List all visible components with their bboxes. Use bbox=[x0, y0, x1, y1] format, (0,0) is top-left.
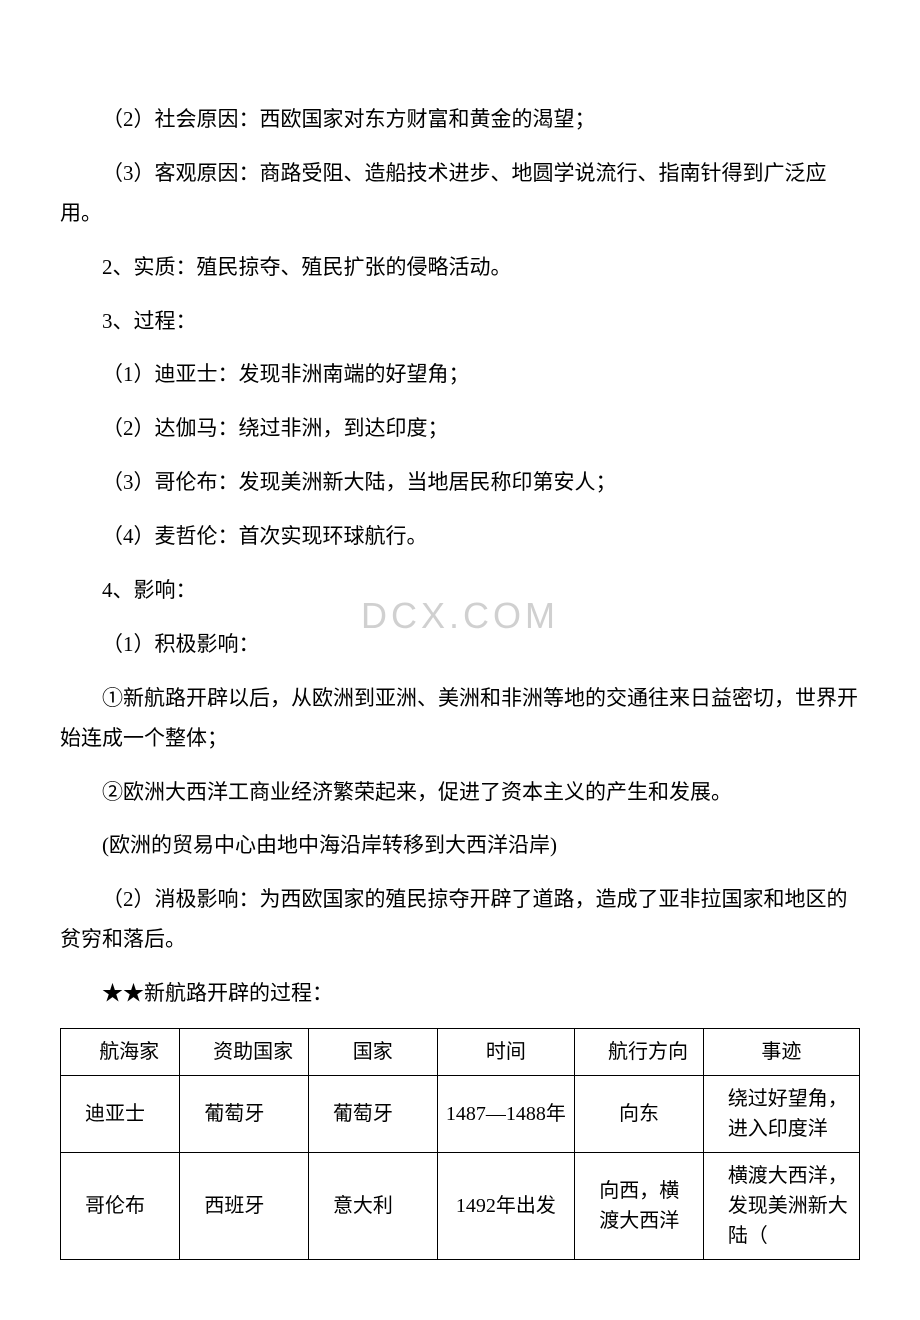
paragraph: （4）麦哲伦：首次实现环球航行。 bbox=[60, 517, 860, 557]
paragraph: （3）哥伦布：发现美洲新大陆，当地居民称印第安人； bbox=[60, 463, 860, 503]
paragraph: （1）迪亚士：发现非洲南端的好望角； bbox=[60, 355, 860, 395]
table-header-cell: 时间 bbox=[437, 1029, 575, 1076]
table-cell: 绕过好望角，进入印度洋 bbox=[703, 1076, 859, 1153]
table-cell: 西班牙 bbox=[180, 1153, 309, 1260]
table-header-cell: 国家 bbox=[308, 1029, 437, 1076]
paragraph: 3、过程： bbox=[60, 302, 860, 342]
voyage-table: 航海家 资助国家 国家 时间 航行方向 事迹 迪亚士 葡萄牙 葡萄牙 1487—… bbox=[60, 1028, 860, 1260]
table-row: 哥伦布 西班牙 意大利 1492年出发 向西，横渡大西洋 横渡大西洋，发现美洲新… bbox=[61, 1153, 860, 1260]
table-cell: 迪亚士 bbox=[61, 1076, 180, 1153]
paragraph: 4、影响： bbox=[60, 571, 860, 611]
paragraph: 2、实质：殖民掠夺、殖民扩张的侵略活动。 bbox=[60, 248, 860, 288]
paragraph: （2）达伽马：绕过非洲，到达印度； bbox=[60, 409, 860, 449]
paragraph: ①新航路开辟以后，从欧洲到亚洲、美洲和非洲等地的交通往来日益密切，世界开始连成一… bbox=[60, 679, 860, 759]
document-content: （2）社会原因：西欧国家对东方财富和黄金的渴望； （3）客观原因：商路受阻、造船… bbox=[60, 100, 860, 1260]
table-cell: 1492年出发 bbox=[437, 1153, 575, 1260]
paragraph: （2）消极影响：为西欧国家的殖民掠夺开辟了道路，造成了亚非拉国家和地区的贫穷和落… bbox=[60, 880, 860, 960]
paragraph: （3）客观原因：商路受阻、造船技术进步、地圆学说流行、指南针得到广泛应用。 bbox=[60, 154, 860, 234]
table-cell: 横渡大西洋，发现美洲新大陆（ bbox=[703, 1153, 859, 1260]
paragraph: （2）社会原因：西欧国家对东方财富和黄金的渴望； bbox=[60, 100, 860, 140]
table-header-row: 航海家 资助国家 国家 时间 航行方向 事迹 bbox=[61, 1029, 860, 1076]
table-cell: 1487—1488年 bbox=[437, 1076, 575, 1153]
table-header-cell: 事迹 bbox=[703, 1029, 859, 1076]
table-row: 迪亚士 葡萄牙 葡萄牙 1487—1488年 向东 绕过好望角，进入印度洋 bbox=[61, 1076, 860, 1153]
table-cell: 向西，横渡大西洋 bbox=[575, 1153, 704, 1260]
paragraph: (欧洲的贸易中心由地中海沿岸转移到大西洋沿岸) bbox=[60, 826, 860, 866]
table-cell: 意大利 bbox=[308, 1153, 437, 1260]
table-header-cell: 航海家 bbox=[61, 1029, 180, 1076]
paragraph: ★★新航路开辟的过程： bbox=[60, 974, 860, 1014]
paragraph: ②欧洲大西洋工商业经济繁荣起来，促进了资本主义的产生和发展。 bbox=[60, 773, 860, 813]
paragraph: （1）积极影响： bbox=[60, 625, 860, 665]
table-cell: 哥伦布 bbox=[61, 1153, 180, 1260]
table-cell: 葡萄牙 bbox=[180, 1076, 309, 1153]
table-cell: 向东 bbox=[575, 1076, 704, 1153]
table-header-cell: 资助国家 bbox=[180, 1029, 309, 1076]
table-cell: 葡萄牙 bbox=[308, 1076, 437, 1153]
table-header-cell: 航行方向 bbox=[575, 1029, 704, 1076]
